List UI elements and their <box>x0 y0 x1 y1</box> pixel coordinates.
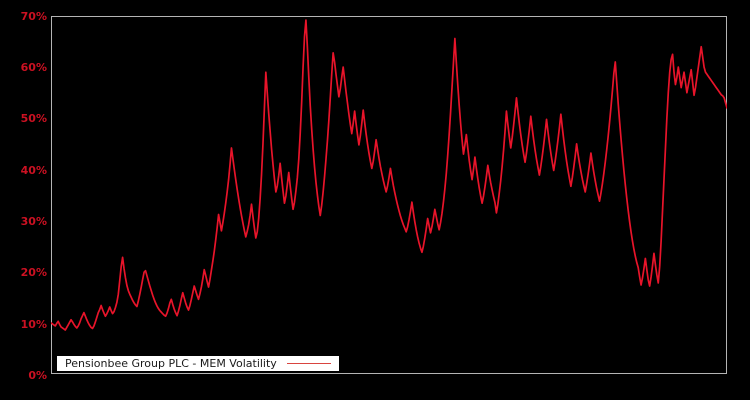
series-line-pensionbee-mem-volatility <box>51 19 727 331</box>
legend-line-swatch <box>286 363 331 364</box>
y-tick-label: 30% <box>20 215 47 228</box>
y-tick-label: 20% <box>20 266 47 279</box>
y-tick-label: 60% <box>20 61 47 74</box>
y-tick-label: 40% <box>20 164 47 177</box>
legend-entry-label: Pensionbee Group PLC - MEM Volatility <box>65 357 277 370</box>
y-tick-label: 10% <box>20 318 47 331</box>
y-tick-label: 70% <box>20 10 47 23</box>
y-axis-tick-labels: 70% 60% 50% 40% 30% 20% 10% 0% <box>0 0 47 400</box>
y-tick-label: 50% <box>20 112 47 125</box>
chart-legend[interactable]: Pensionbee Group PLC - MEM Volatility <box>57 356 339 371</box>
y-tick-label: 0% <box>28 369 47 382</box>
plot-canvas <box>51 19 727 331</box>
